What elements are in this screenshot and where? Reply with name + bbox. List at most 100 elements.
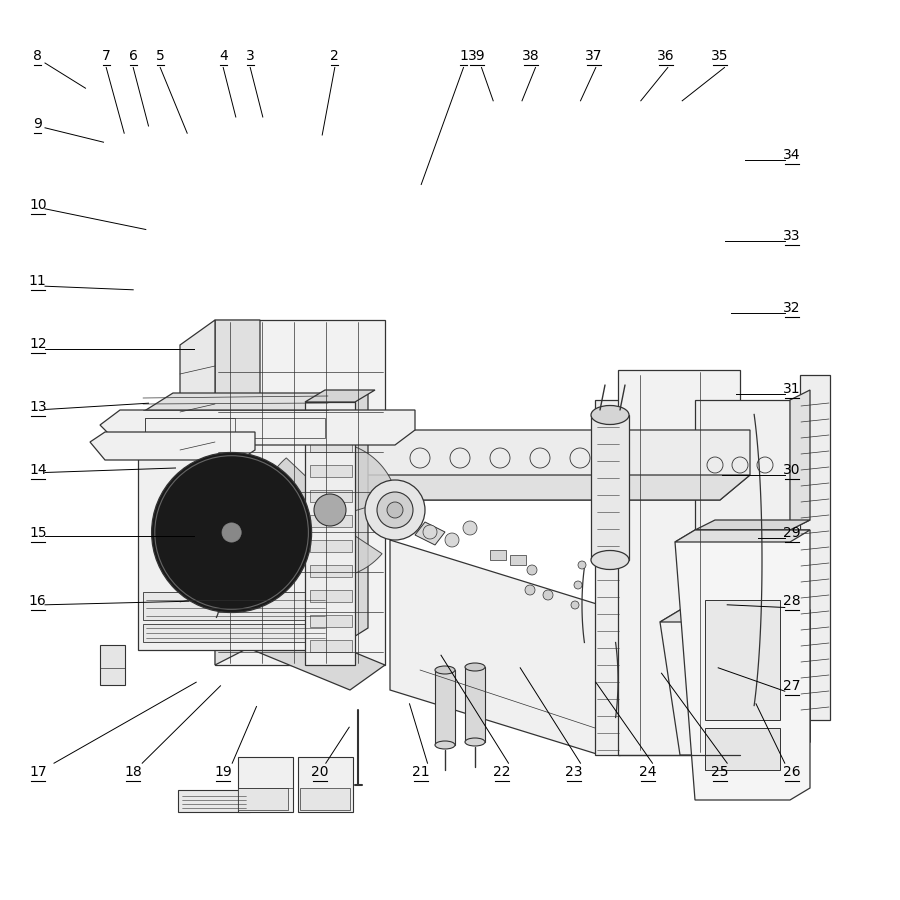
Bar: [143, 592, 328, 620]
Bar: [435, 670, 455, 745]
Bar: [300, 788, 350, 810]
Text: 25: 25: [711, 765, 729, 779]
Text: 3: 3: [246, 49, 255, 63]
Bar: [310, 465, 352, 477]
Text: 6: 6: [129, 49, 138, 63]
Text: 33: 33: [783, 229, 801, 243]
Polygon shape: [180, 595, 385, 690]
Polygon shape: [215, 320, 260, 665]
Bar: [310, 565, 352, 577]
Ellipse shape: [435, 666, 455, 674]
Ellipse shape: [465, 663, 485, 671]
Circle shape: [525, 585, 535, 595]
Text: 39: 39: [468, 49, 486, 63]
Polygon shape: [305, 402, 355, 665]
Polygon shape: [660, 610, 810, 755]
Polygon shape: [675, 530, 810, 542]
Circle shape: [222, 523, 241, 542]
Polygon shape: [280, 430, 750, 500]
Polygon shape: [100, 645, 125, 685]
Text: 11: 11: [29, 274, 47, 288]
Text: 22: 22: [493, 765, 511, 779]
Bar: [510, 555, 526, 565]
Circle shape: [151, 453, 311, 613]
Polygon shape: [695, 400, 790, 530]
Text: 38: 38: [522, 49, 540, 63]
Circle shape: [574, 581, 582, 589]
Text: 2: 2: [330, 49, 339, 63]
Polygon shape: [310, 475, 750, 500]
Polygon shape: [338, 443, 397, 514]
Text: 19: 19: [214, 765, 232, 779]
Bar: [310, 490, 352, 502]
Polygon shape: [390, 540, 600, 755]
Text: 12: 12: [29, 337, 47, 351]
Ellipse shape: [591, 406, 629, 425]
Bar: [310, 415, 352, 427]
Text: 32: 32: [783, 301, 801, 315]
Polygon shape: [138, 393, 368, 415]
Bar: [705, 600, 780, 720]
Polygon shape: [262, 458, 326, 534]
Polygon shape: [90, 432, 255, 460]
Bar: [310, 615, 352, 627]
Text: 13: 13: [29, 400, 47, 414]
Polygon shape: [675, 530, 810, 800]
Bar: [465, 667, 485, 742]
Text: 27: 27: [783, 679, 801, 693]
Text: 5: 5: [156, 49, 165, 63]
Text: 18: 18: [124, 765, 142, 779]
Bar: [310, 640, 352, 652]
Text: 35: 35: [711, 49, 729, 63]
Circle shape: [423, 525, 437, 539]
Circle shape: [527, 565, 537, 575]
Text: 10: 10: [29, 198, 47, 212]
Text: 7: 7: [102, 49, 111, 63]
Polygon shape: [307, 520, 382, 578]
Text: 14: 14: [29, 463, 47, 477]
Polygon shape: [595, 400, 620, 755]
Text: 1: 1: [459, 49, 468, 63]
Text: 4: 4: [219, 49, 228, 63]
Circle shape: [463, 521, 477, 535]
Text: 28: 28: [783, 594, 801, 608]
Text: 21: 21: [412, 765, 430, 779]
Ellipse shape: [591, 551, 629, 570]
Polygon shape: [333, 393, 368, 650]
Text: 30: 30: [783, 463, 801, 477]
Text: 15: 15: [29, 526, 47, 540]
Text: 17: 17: [29, 765, 47, 779]
Bar: [705, 728, 780, 770]
Text: 16: 16: [29, 594, 47, 608]
Circle shape: [377, 492, 413, 528]
Bar: [310, 515, 352, 527]
Text: 20: 20: [310, 765, 328, 779]
Bar: [145, 418, 325, 438]
Polygon shape: [215, 320, 385, 665]
Circle shape: [314, 494, 346, 526]
Polygon shape: [800, 375, 830, 720]
Polygon shape: [415, 522, 445, 545]
Text: 29: 29: [783, 526, 801, 540]
Text: 37: 37: [585, 49, 603, 63]
Polygon shape: [138, 415, 333, 650]
Bar: [298, 757, 353, 812]
Bar: [490, 550, 506, 560]
Circle shape: [571, 601, 579, 609]
Polygon shape: [305, 390, 375, 402]
Polygon shape: [790, 610, 810, 755]
Circle shape: [543, 590, 553, 600]
Bar: [591, 415, 629, 560]
Text: 26: 26: [783, 765, 801, 779]
Polygon shape: [660, 610, 810, 622]
Bar: [310, 590, 352, 602]
Bar: [310, 440, 352, 452]
Text: 8: 8: [33, 49, 42, 63]
Polygon shape: [618, 370, 740, 755]
Ellipse shape: [435, 741, 455, 749]
Ellipse shape: [465, 738, 485, 746]
Circle shape: [445, 533, 459, 547]
Polygon shape: [790, 390, 810, 530]
Bar: [310, 540, 352, 552]
Polygon shape: [100, 410, 415, 445]
